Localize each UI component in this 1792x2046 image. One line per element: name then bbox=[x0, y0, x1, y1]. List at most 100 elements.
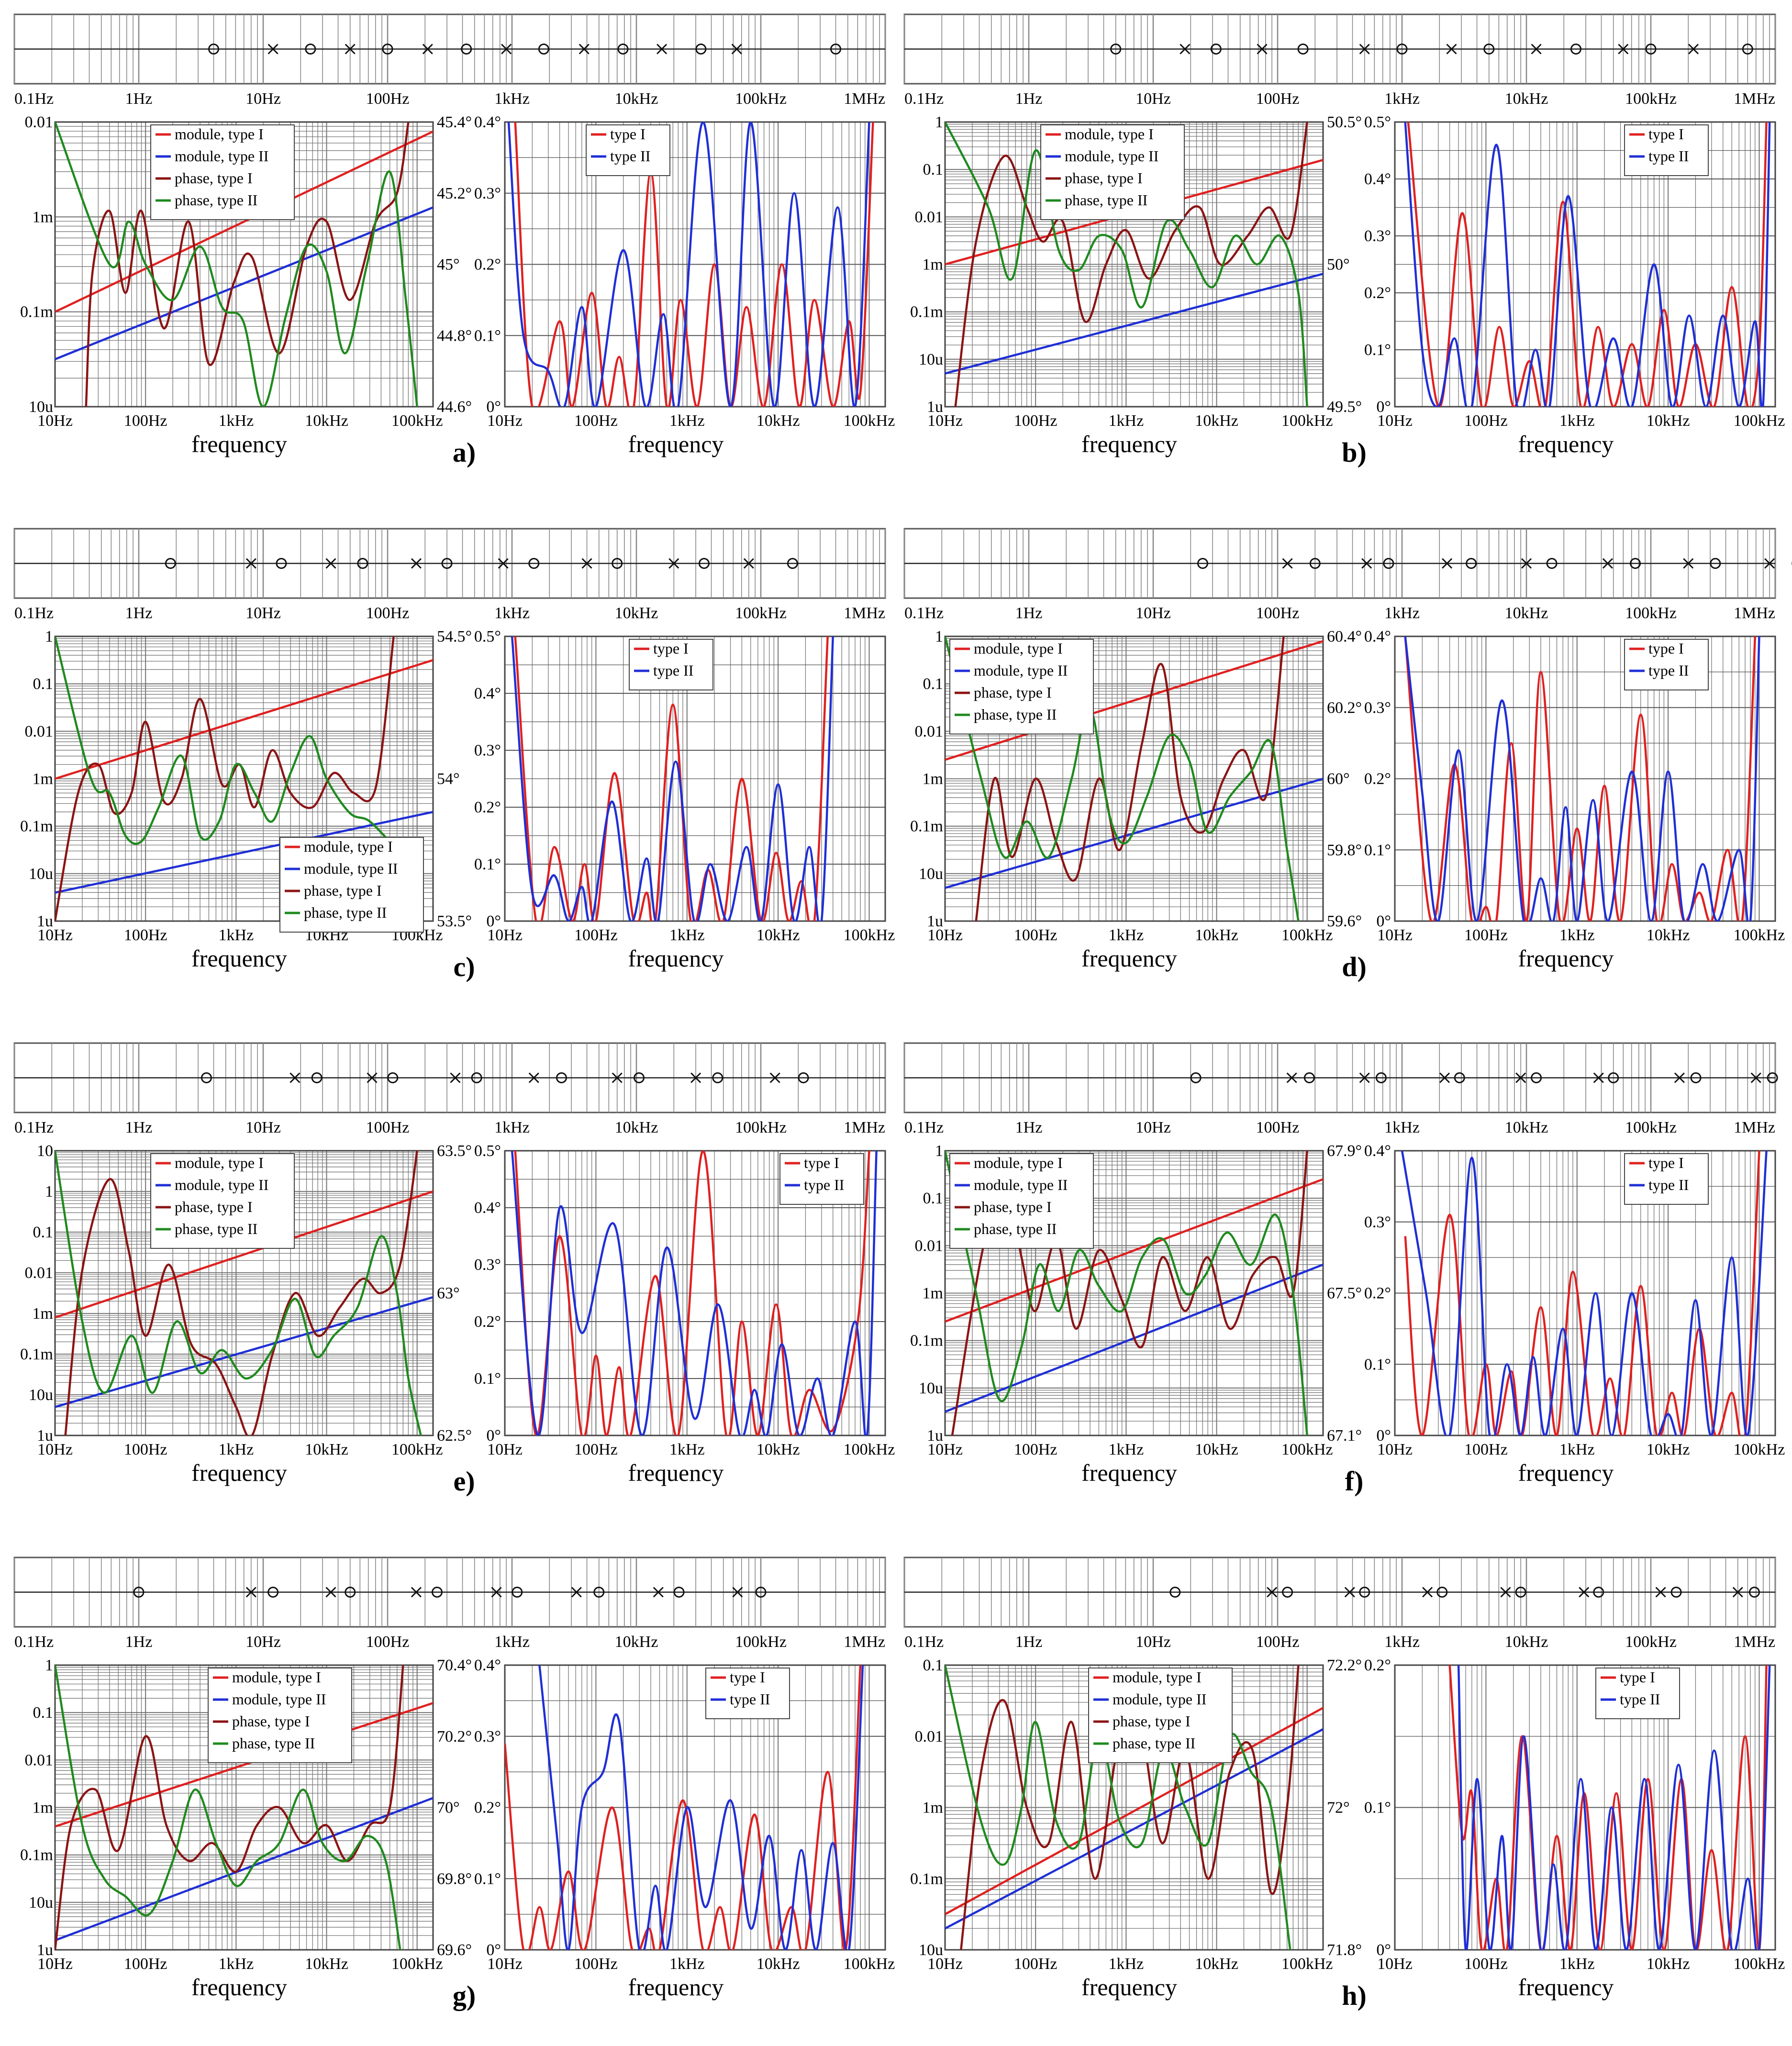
pole-marker bbox=[668, 558, 679, 569]
x-axis-label: frequency bbox=[628, 431, 724, 457]
x-tick-label: 10kHz bbox=[305, 412, 348, 430]
error-legend-entry-0: type I bbox=[653, 640, 689, 657]
x-tick-label: 100kHz bbox=[1734, 412, 1785, 430]
x-tick-label: 10Hz bbox=[1377, 1441, 1413, 1458]
strip-tick-label: 1kHz bbox=[494, 1633, 530, 1651]
pole-marker-stroke bbox=[491, 1587, 502, 1598]
right-tick-label: 62.5° bbox=[437, 1427, 472, 1445]
error-legend-entry-0: type I bbox=[610, 125, 646, 143]
pole-marker-stroke bbox=[732, 1587, 743, 1598]
strip-tick-label: 0.1Hz bbox=[14, 604, 54, 622]
pole-marker bbox=[1515, 1072, 1526, 1083]
error-y-tick-label: 0.5° bbox=[474, 628, 501, 645]
error-y-tick-label: 0° bbox=[486, 1941, 501, 1959]
left-tick-label: 1m bbox=[33, 208, 53, 226]
right-tick-label: 45° bbox=[437, 256, 460, 274]
error-y-tick-label: 0.1° bbox=[1364, 1799, 1391, 1817]
error-y-tick-label: 0° bbox=[486, 398, 501, 416]
zero-marker bbox=[556, 1072, 567, 1083]
x-tick-label: 100kHz bbox=[1281, 412, 1333, 430]
pole-zero-strip: 0.1Hz 1Hz 10Hz 100Hz 1kHz 10kHz 100kHz 1MHz bbox=[13, 1042, 886, 1136]
left-tick-label: 0.1m bbox=[20, 303, 53, 321]
pole-marker-stroke bbox=[1344, 1587, 1355, 1598]
left-tick-label: 0.01 bbox=[915, 1237, 944, 1255]
strip-tick-label: 100Hz bbox=[366, 604, 410, 622]
x-axis-label: frequency bbox=[191, 431, 287, 457]
zero-marker bbox=[538, 44, 549, 55]
x-tick-label: 10kHz bbox=[1195, 1441, 1238, 1458]
phase-type-II-line bbox=[55, 1151, 422, 1435]
left-tick-label: 1m bbox=[923, 256, 943, 274]
panel-label: e) bbox=[453, 1466, 475, 1497]
strip-tick-label: 100kHz bbox=[735, 90, 787, 108]
x-axis-label: frequency bbox=[1081, 1459, 1177, 1486]
strip-tick-label: 1MHz bbox=[1734, 1119, 1775, 1136]
main-legend-entry-0: module, type I bbox=[1065, 125, 1154, 143]
error-legend-entry-1: type II bbox=[1648, 147, 1689, 165]
x-tick-label: 10Hz bbox=[927, 1441, 963, 1458]
left-tick-label: 0.1m bbox=[20, 1846, 53, 1864]
error-y-tick-label: 0.1° bbox=[1364, 1356, 1391, 1373]
error-y-tick-label: 0° bbox=[1376, 398, 1391, 416]
zero-marker bbox=[461, 44, 472, 55]
module-type-I-line bbox=[55, 1190, 433, 1319]
main-legend-entry-3: phase, type II bbox=[232, 1735, 315, 1752]
zero-marker bbox=[1210, 44, 1222, 55]
pole-marker-stroke bbox=[571, 1587, 582, 1598]
main-legend-entry-3: phase, type II bbox=[175, 1220, 257, 1237]
error-type-II-line bbox=[1457, 1665, 1771, 1950]
pole-marker bbox=[1531, 44, 1542, 55]
error-y-tick-label: 0.3° bbox=[474, 1728, 501, 1746]
pole-zero-strip: 0.1Hz 1Hz 10Hz 100Hz 1kHz 10kHz 100kHz 1MHz bbox=[903, 1557, 1776, 1651]
main-legend-entry-0: module, type I bbox=[175, 125, 264, 143]
module-type-II-line bbox=[945, 273, 1323, 375]
x-tick-label: 10kHz bbox=[305, 1441, 348, 1458]
zero-marker bbox=[1630, 558, 1641, 569]
pole-marker-stroke bbox=[668, 558, 679, 569]
panel-label: f) bbox=[1345, 1466, 1364, 1497]
pole-marker-stroke bbox=[1286, 1072, 1297, 1083]
right-tick-label: 67.5° bbox=[1327, 1285, 1362, 1302]
error-legend-entry-1: type II bbox=[804, 1176, 844, 1193]
zero-marker bbox=[267, 1587, 279, 1598]
zero-marker bbox=[276, 558, 287, 569]
panel-label: h) bbox=[1342, 1980, 1367, 2011]
error-legend-entry-0: type I bbox=[1648, 640, 1684, 657]
error-plot: 0.2° 0.1° 0°10Hz 100Hz 1kHz 10kHz 100kHz freque… bbox=[1364, 1657, 1785, 2001]
pole-marker-stroke bbox=[245, 1587, 256, 1598]
zero-marker bbox=[1375, 1072, 1387, 1083]
pole-zero-strip: 0.1Hz 1Hz 10Hz 100Hz 1kHz 10kHz 100kHz 1MHz bbox=[903, 13, 1776, 108]
pole-marker-stroke bbox=[690, 1072, 701, 1083]
pole-marker-stroke bbox=[581, 558, 592, 569]
zero-marker bbox=[1515, 1587, 1526, 1598]
strip-tick-label: 100kHz bbox=[735, 1633, 787, 1651]
x-axis-label: frequency bbox=[1518, 431, 1614, 457]
pole-marker bbox=[731, 44, 742, 55]
zero-marker bbox=[1483, 44, 1495, 55]
error-y-tick-label: 0.3° bbox=[474, 185, 501, 202]
phase-type-I-line bbox=[85, 122, 410, 407]
left-tick-label: 10u bbox=[919, 351, 943, 368]
error-plot: 0.4° 0.3° 0.2° 0.1° 0°10Hz 100Hz 1kHz 10kHz 100k… bbox=[1364, 1142, 1785, 1486]
zero-marker bbox=[798, 1072, 809, 1083]
zero-marker bbox=[1748, 1587, 1760, 1598]
zero-marker bbox=[528, 558, 540, 569]
plot-frame bbox=[504, 1664, 886, 1951]
error-plot: 0.5° 0.4° 0.3° 0.2° 0.1° 0°10Hz 100Hz 1kHz 10kHz… bbox=[474, 628, 895, 972]
x-tick-label: 1kHz bbox=[1559, 412, 1595, 430]
legend-box bbox=[1040, 124, 1185, 220]
panel-c: 0.1Hz 1Hz 10Hz 100Hz 1kHz 10kHz 100kHz 1MHz 1 0.1… bbox=[13, 528, 895, 982]
pole-zero-strip: 0.1Hz 1Hz 10Hz 100Hz 1kHz 10kHz 100kHz 1MHz bbox=[13, 1557, 886, 1651]
left-tick-label: 0.01 bbox=[25, 113, 54, 131]
left-tick-label: 0.1 bbox=[33, 675, 54, 693]
plot-frame bbox=[54, 1150, 434, 1436]
phase-type-II-line bbox=[945, 122, 1308, 407]
pole-marker-stroke bbox=[289, 1072, 301, 1083]
panel-label: a) bbox=[453, 437, 476, 468]
error-legend-entry-0: type I bbox=[1620, 1668, 1655, 1686]
error-legend-entry-1: type II bbox=[610, 147, 650, 165]
x-axis-label: frequency bbox=[1081, 431, 1177, 457]
pole-marker bbox=[657, 44, 668, 55]
error-y-tick-label: 0.3° bbox=[1364, 227, 1391, 245]
right-tick-label: 70° bbox=[437, 1799, 460, 1817]
